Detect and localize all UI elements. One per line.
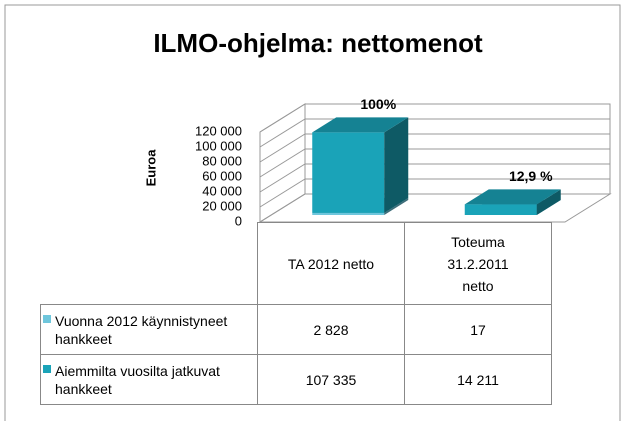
bar-front (312, 132, 385, 213)
bar-side (536, 189, 561, 215)
bar-top (464, 189, 561, 205)
y-tick-label: 100 000 (195, 138, 242, 153)
legend-icon (43, 315, 51, 323)
grid-line (259, 133, 610, 163)
y-tick-label: 0 (235, 213, 242, 228)
blank-cell (40, 222, 258, 305)
bar-side (384, 197, 409, 215)
data-table: TA 2012 netto Toteuma 31.2.2011 netto Vu… (40, 222, 552, 405)
grid-line (259, 118, 610, 148)
y-tick-label: 80 000 (202, 153, 242, 168)
annotation: 12,9 % (509, 168, 553, 184)
y-tick-label: 40 000 (202, 183, 242, 198)
bar-top (312, 117, 409, 133)
grid-line (259, 163, 610, 193)
bar-side (384, 117, 409, 213)
chart-border (4, 4, 621, 421)
value-cell: 107 335 (257, 354, 405, 405)
legend-cell: Aiemmilta vuosilta jatkuvat hankkeet (40, 354, 258, 405)
legend-text: Vuonna 2012 käynnistyneet hankkeet (55, 312, 228, 347)
bar-side (536, 199, 561, 215)
category-cell: Toteuma 31.2.2011 netto (404, 222, 552, 305)
value-cell: 14 211 (404, 354, 552, 405)
grid-line (259, 103, 610, 133)
y-tick-label: 60 000 (202, 168, 242, 183)
y-tick-label: 20 000 (202, 198, 242, 213)
legend-cell: Vuonna 2012 käynnistyneet hankkeet (40, 304, 258, 355)
category-cell: TA 2012 netto (257, 222, 405, 305)
grid-line (259, 178, 610, 208)
bar-front (312, 212, 385, 215)
bar-front (464, 204, 537, 215)
chart-title: ILMO-ohjelma: nettomenot (153, 28, 483, 58)
grid-line (259, 148, 610, 178)
y-tick-label: 120 000 (195, 123, 242, 138)
value-cell: 17 (404, 304, 552, 355)
value-cell: 2 828 (257, 304, 405, 355)
y-axis-label: Euroa (143, 149, 158, 187)
annotation: 100% (360, 96, 396, 112)
legend-icon (43, 365, 51, 373)
legend-text: Aiemmilta vuosilta jatkuvat hankkeet (55, 362, 220, 397)
